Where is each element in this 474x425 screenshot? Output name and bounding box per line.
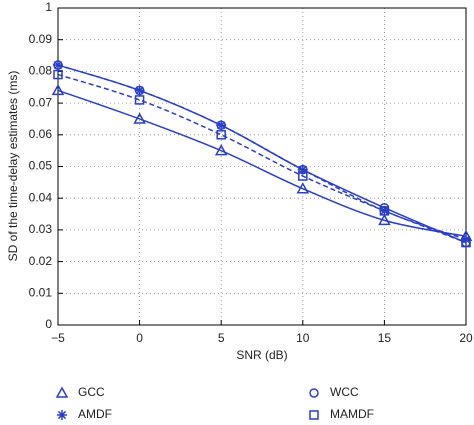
y-tick-label: 0.04 [29,190,53,204]
legend-marker [57,410,67,420]
legend-label: AMDF [78,407,112,421]
legend-label: GCC [78,385,105,399]
y-tick-label: 0 [45,317,52,331]
y-tick-label: 0.09 [29,32,53,46]
y-tick-label: 0.08 [29,64,53,78]
marker [214,144,228,156]
marker [461,237,471,248]
marker [379,206,390,216]
legend-marker [309,410,319,420]
marker [53,60,63,71]
marker [461,234,471,245]
marker [134,85,145,96]
y-axis-label: SD of the time-delay estimates (ms) [6,71,20,262]
series-line [57,73,467,244]
marker [216,130,226,140]
y-tick-label: 0.05 [29,159,53,173]
x-tick-label: 15 [378,331,392,345]
legend-label: MAMDF [330,407,374,421]
legend-marker [309,388,319,398]
y-tick-label: 0.02 [29,254,53,268]
series-line [57,89,467,237]
series-line [57,64,467,244]
marker [216,120,227,131]
x-tick-label: −5 [51,331,65,345]
marker [53,69,63,80]
y-tick-label: 0.01 [29,285,53,299]
marker [378,213,391,226]
y-tick-label: 0.07 [29,95,53,109]
y-tick-label: 1 [45,0,52,14]
y-tick-label: 0.06 [29,127,53,141]
x-tick-label: 10 [296,331,310,345]
marker [297,164,308,175]
x-tick-label: 5 [218,331,225,345]
marker [51,83,65,96]
x-tick-label: 20 [459,331,473,345]
legend-marker [55,386,69,398]
series-line [57,64,467,241]
x-tick-label: 0 [136,331,143,345]
marker [134,95,145,105]
marker [133,112,146,124]
y-tick-label: 0.03 [29,222,53,236]
x-axis-label: SNR (dB) [236,348,287,362]
legend-label: WCC [330,385,359,399]
plot-frame [57,7,467,326]
marker [296,182,310,194]
marker [298,171,308,181]
